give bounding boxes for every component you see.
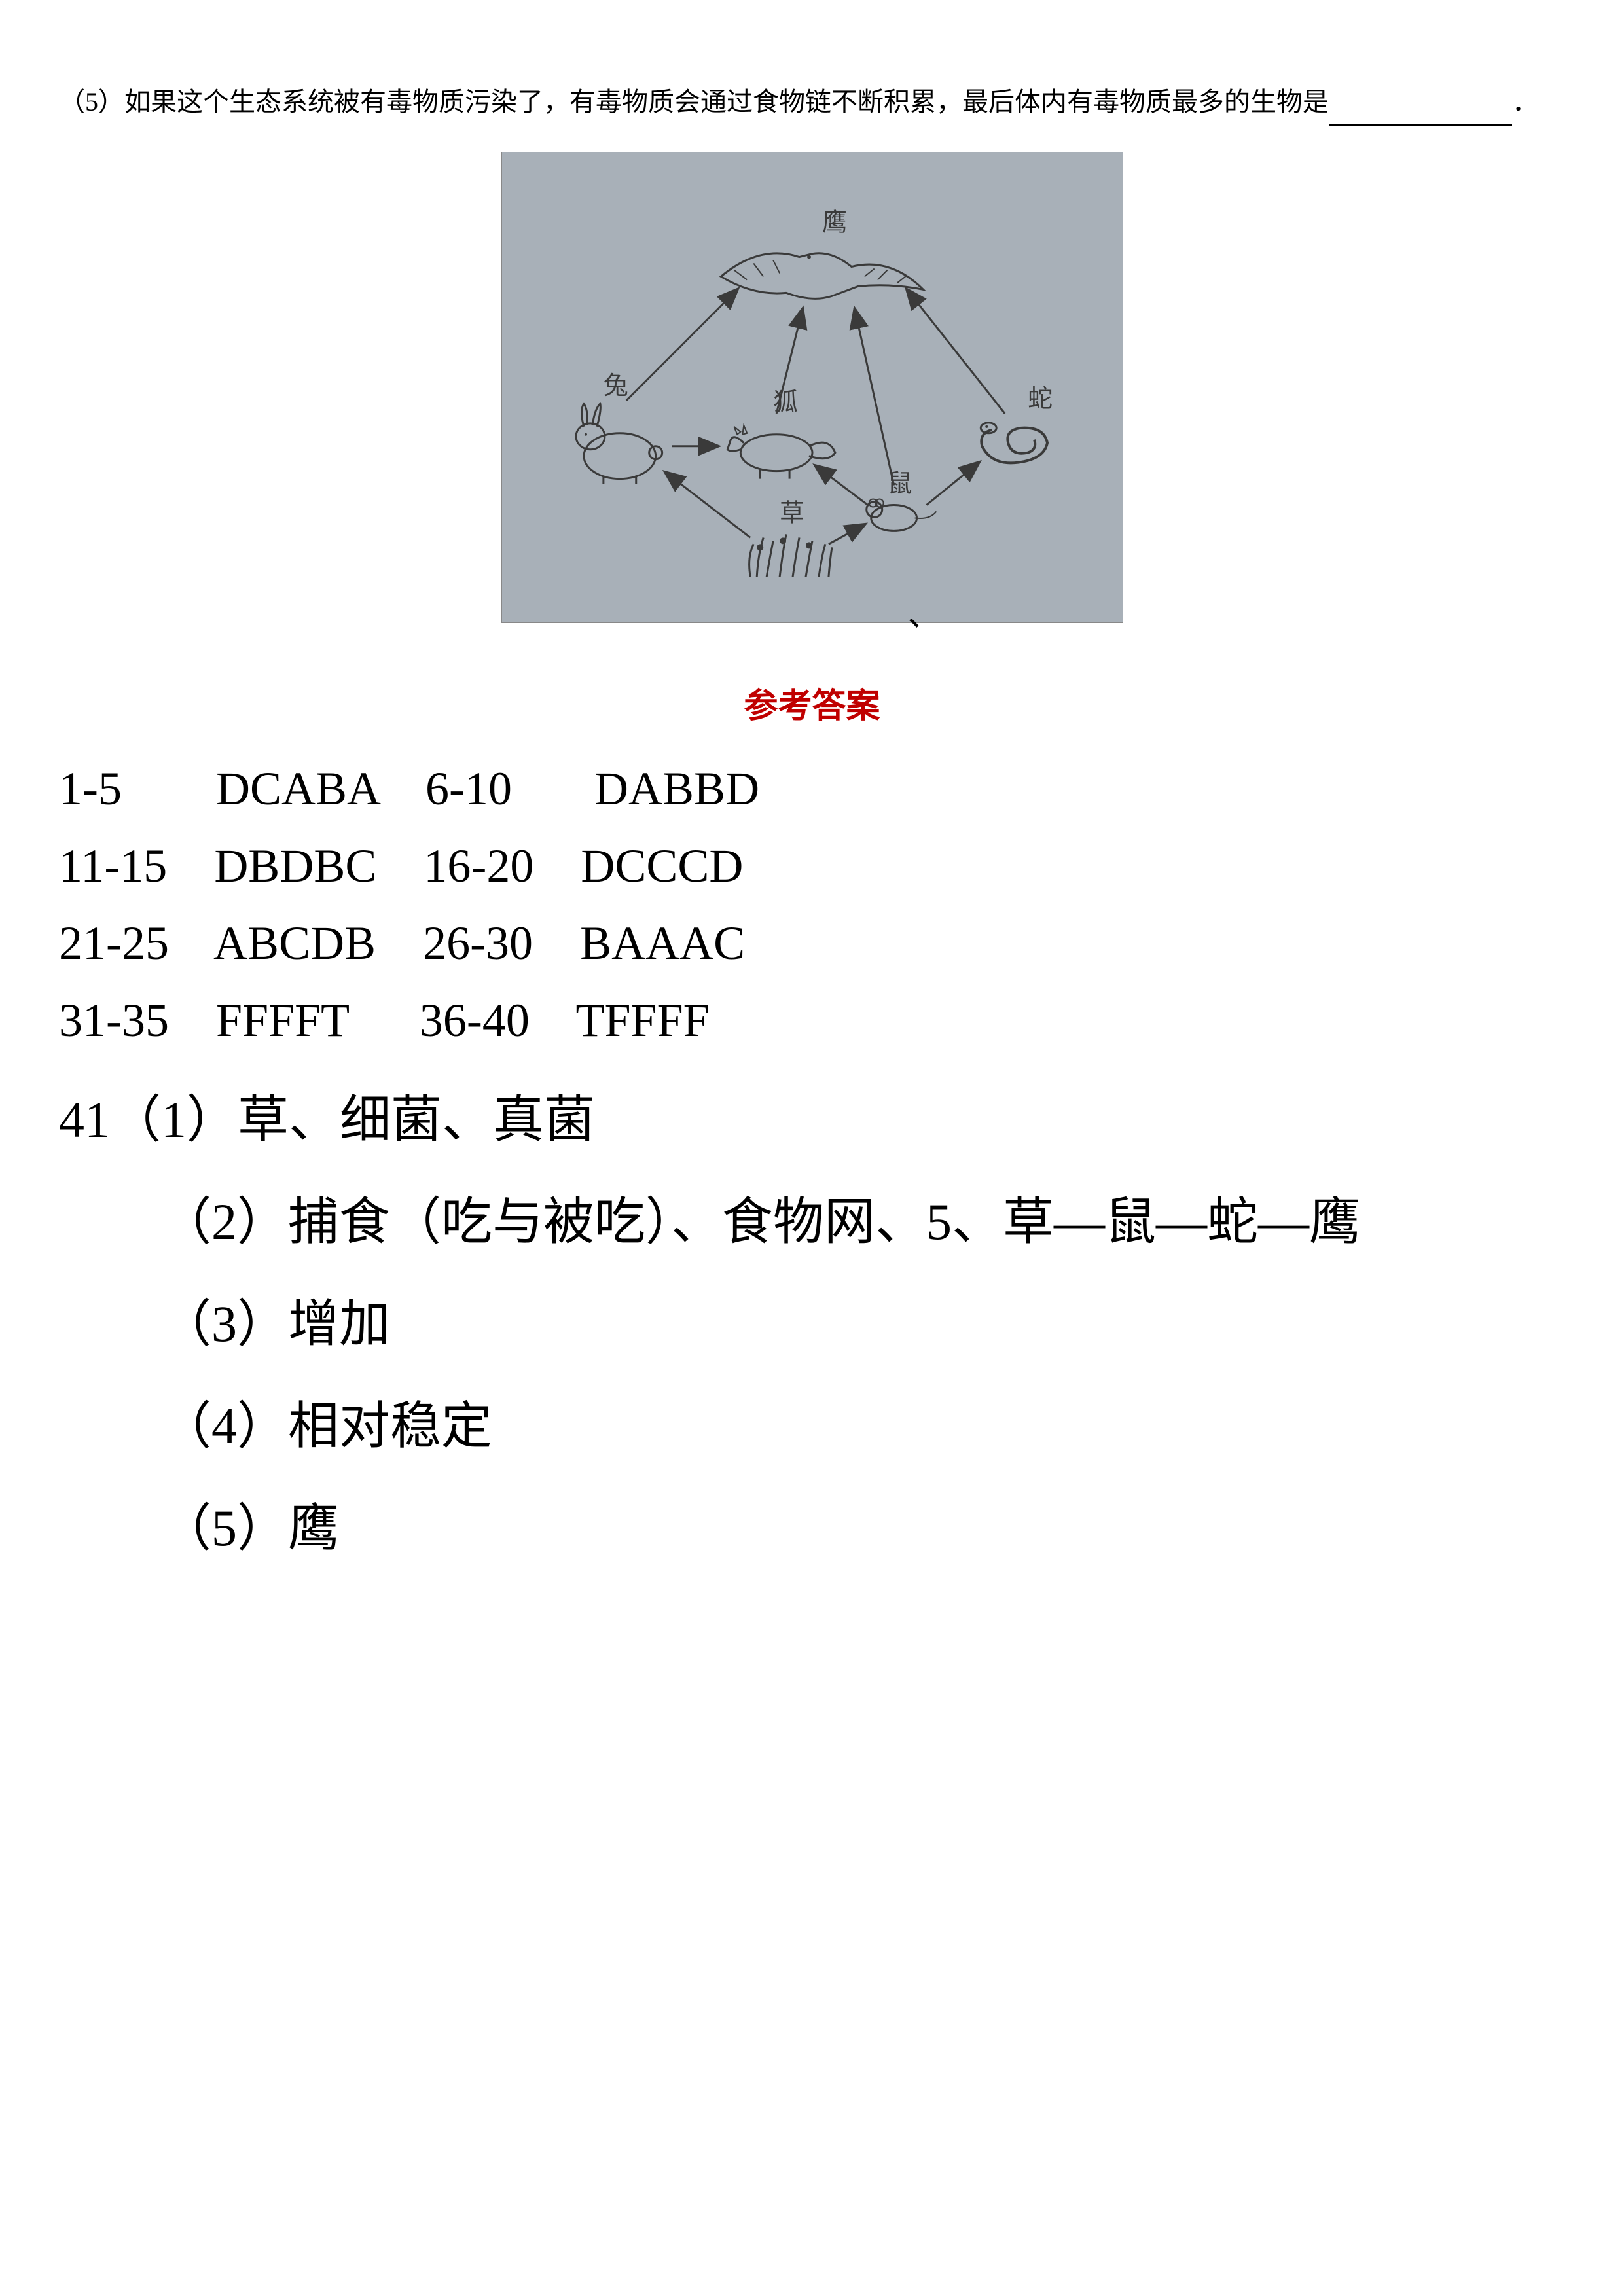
svg-text:鹰: 鹰 [821,209,846,237]
svg-text:蛇: 蛇 [1028,386,1053,413]
arrow-mouse-eagle [854,309,893,485]
answer-row-3: 21-25 ABCDB 26-30 BAAAC [59,908,1565,978]
answer-header: 参考答案 [59,678,1565,727]
question-5-text: （5）如果这个生态系统被有毒物质污染了，有毒物质会通过食物链不断积累，最后体内有… [59,79,1565,126]
food-web-arrows [626,289,1004,544]
food-web-diagram: 鹰 兔 [501,152,1123,623]
arrow-grass-mouse [828,524,864,544]
answer-41-part-3: （3）增加 [59,1273,1565,1375]
question-prefix: （5）如果这个生态系统被有毒物质污染了，有毒物质会通过食物链不断积累，最后体内有… [59,87,1329,117]
answer-row-4: 31-35 FFFFT 36-40 TFFFF [59,985,1565,1056]
backtick-mark: 、 [908,588,941,636]
fox-drawing: 狐 [727,389,835,479]
answer-41: 41（1）草、细菌、真菌 （2）捕食（吃与被吃）、食物网、5、草—鼠—蛇—鹰 （… [59,1069,1565,1579]
mouse-drawing: 鼠 [866,471,936,531]
svg-text:草: 草 [780,499,804,527]
blank-underline [1329,106,1512,126]
food-web-container: 鹰 兔 [59,152,1565,626]
food-web-svg: 鹰 兔 [502,152,1123,622]
answer-41-part-1: 41（1）草、细菌、真菌 [59,1069,1565,1171]
question-suffix: ． [1512,87,1538,117]
answer-row-2: 11-15 DBDBC 16-20 DCCCD [59,831,1565,901]
eagle-drawing: 鹰 [721,209,923,299]
answer-41-part-2: （2）捕食（吃与被吃）、食物网、5、草—鼠—蛇—鹰 [59,1171,1565,1273]
grass-drawing: 草 [749,499,831,577]
answer-41-part-5: （5）鹰 [59,1477,1565,1579]
arrow-rabbit-eagle [626,289,737,401]
arrow-mouse-snake [926,463,979,505]
answer-grid: 1-5 DCABA 6-10 DABBD 11-15 DBDBC 16-20 D… [59,753,1565,1056]
rabbit-drawing: 兔 [576,372,662,484]
arrow-snake-eagle [907,289,1005,413]
arrow-grass-rabbit [665,473,750,538]
answer-row-1: 1-5 DCABA 6-10 DABBD [59,753,1565,824]
answer-41-part-4: （4）相对稳定 [59,1375,1565,1477]
svg-text:兔: 兔 [603,372,628,400]
arrow-mouse-fox [815,466,867,505]
